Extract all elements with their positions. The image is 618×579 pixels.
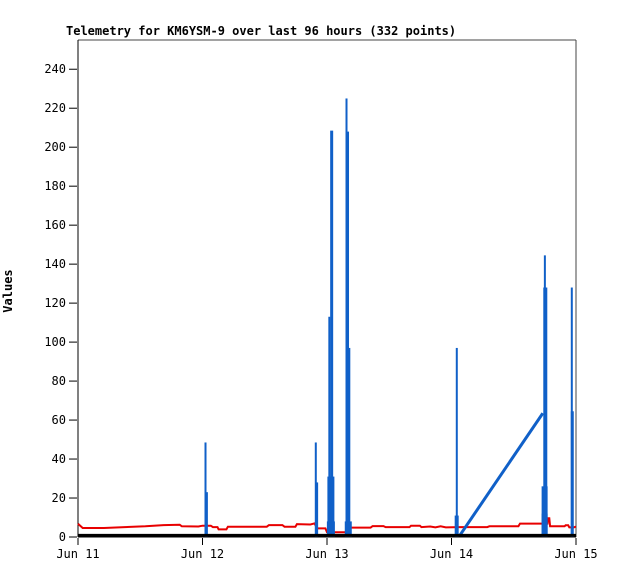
y-tick-label: 0 — [59, 530, 66, 544]
blue-telemetry-spikes-spike — [570, 411, 574, 537]
x-tick-label: Jun 13 — [305, 547, 348, 561]
y-tick-label: 40 — [52, 452, 66, 466]
blue-telemetry-spikes-spike — [543, 287, 548, 537]
blue-telemetry-spikes-spike — [327, 476, 335, 537]
blue-telemetry-spikes-spike — [345, 98, 348, 538]
y-tick-label: 180 — [44, 179, 66, 193]
y-tick-label: 120 — [44, 296, 66, 310]
x-tick-label: Jun 12 — [181, 547, 224, 561]
blue-telemetry-spikes-spike — [541, 486, 548, 537]
y-tick-label: 240 — [44, 62, 66, 76]
blue-telemetry-spikes-spike — [344, 521, 352, 537]
blue-telemetry-spikes-spike — [348, 347, 351, 537]
blue-telemetry-spikes-spike — [541, 513, 548, 537]
blue-telemetry-spikes-spike — [454, 515, 459, 537]
blue-telemetry-spikes-spike — [330, 130, 334, 538]
blue-telemetry-spikes-spike — [204, 492, 208, 537]
x-tick-label: Jun 11 — [56, 547, 99, 561]
chart-title: Telemetry for KM6YSM-9 over last 96 hour… — [66, 24, 457, 38]
blue-telemetry-spikes-spike — [347, 131, 350, 537]
blue-telemetry-spikes-spike — [204, 442, 207, 537]
y-tick-label: 220 — [44, 101, 66, 115]
y-tick-label: 200 — [44, 140, 66, 154]
y-tick-label: 160 — [44, 218, 66, 232]
blue-telemetry-spikes-spike — [455, 347, 458, 537]
y-tick-label: 100 — [44, 335, 66, 349]
blue-telemetry-spikes-spike — [315, 482, 319, 537]
blue-interpolation-ramp — [458, 412, 545, 537]
blue-telemetry-spikes-spike — [328, 316, 331, 537]
y-tick-label: 140 — [44, 257, 66, 271]
x-tick-label: Jun 15 — [554, 547, 597, 561]
y-tick-label: 80 — [52, 374, 66, 388]
y-tick-label: 20 — [52, 491, 66, 505]
y-tick-label: 60 — [52, 413, 66, 427]
blue-telemetry-spikes-spike — [326, 521, 335, 537]
x-tick-label: Jun 14 — [430, 547, 473, 561]
